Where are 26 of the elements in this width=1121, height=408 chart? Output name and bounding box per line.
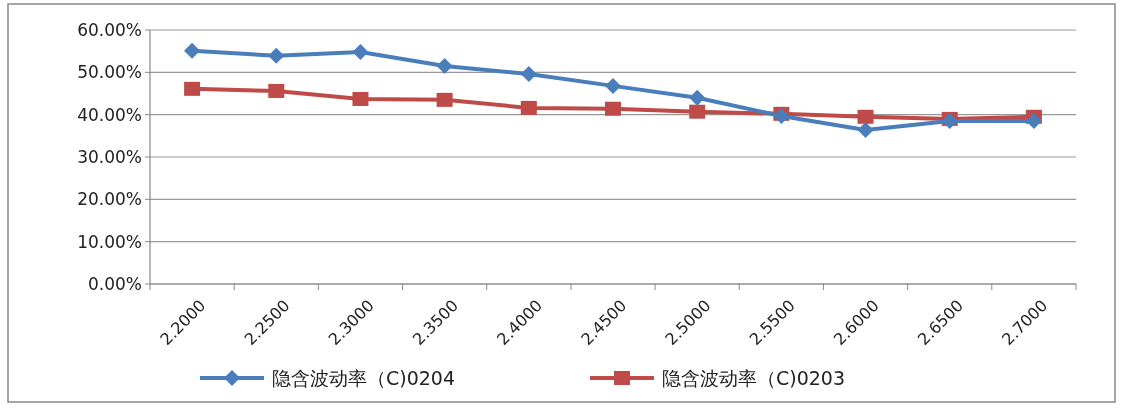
point (436, 57, 453, 74)
legend-label: 隐含波动率（C)0203 (662, 367, 846, 389)
point (268, 47, 285, 64)
point (520, 100, 537, 115)
point (857, 121, 874, 138)
point (352, 44, 369, 61)
y-tick-label: 0.00% (87, 274, 142, 294)
point (689, 89, 706, 106)
point (352, 92, 369, 106)
point (689, 104, 706, 119)
point (520, 66, 537, 83)
y-tick-label: 20.00% (77, 189, 142, 210)
legend-label: 隐含波动率（C)0204 (272, 367, 456, 389)
point (605, 77, 621, 94)
y-tick-label: 30.00% (77, 147, 142, 167)
point (184, 42, 201, 59)
y-tick-label: 40.00% (77, 104, 142, 125)
y-tick-label: 50.00% (77, 62, 142, 83)
point (605, 101, 621, 116)
point (268, 83, 285, 98)
point (184, 81, 201, 96)
y-tick-label: 10.00% (77, 231, 142, 252)
point (941, 113, 958, 130)
y-tick-label: 60.00% (77, 20, 142, 40)
point (857, 109, 874, 124)
point (436, 92, 453, 107)
